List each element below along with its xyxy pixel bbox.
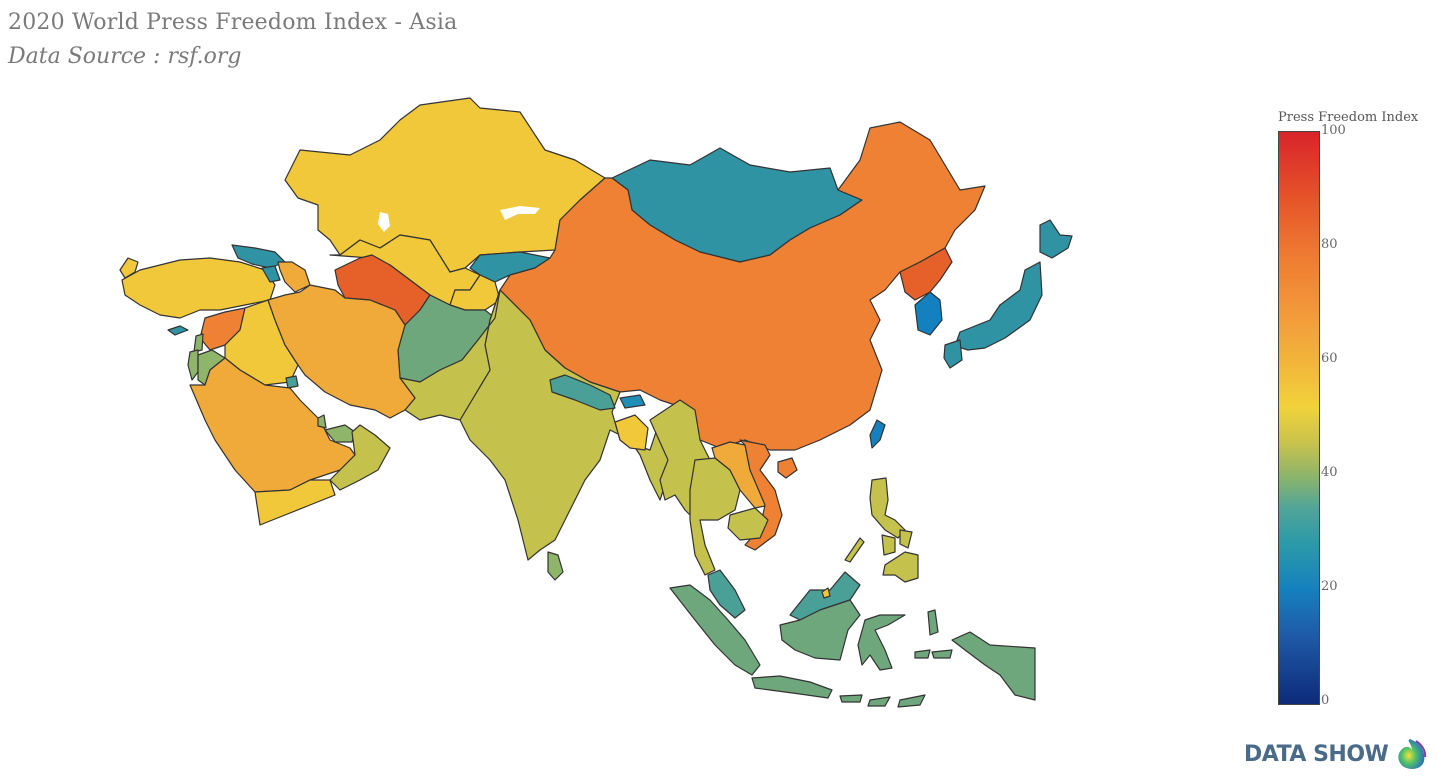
country-philippines-mindanao[interactable] bbox=[882, 551, 919, 583]
country-vietnam[interactable] bbox=[739, 439, 783, 551]
chart-subtitle: Data Source : rsf.org bbox=[8, 44, 242, 69]
country-sri-lanka[interactable] bbox=[547, 551, 564, 581]
legend-tick-20: 20 bbox=[1321, 579, 1338, 594]
country-indonesia-papua[interactable] bbox=[951, 631, 1036, 701]
country-nepal[interactable] bbox=[549, 374, 616, 411]
country-armenia[interactable] bbox=[261, 265, 281, 283]
country-malaysia-peninsula[interactable] bbox=[707, 569, 746, 619]
colorbar bbox=[1278, 131, 1320, 705]
country-brunei[interactable] bbox=[821, 587, 831, 599]
country-japan-kyushu[interactable] bbox=[943, 339, 963, 369]
country-israel[interactable] bbox=[187, 349, 199, 381]
country-lebanon[interactable] bbox=[193, 333, 204, 353]
country-china-hainan[interactable] bbox=[777, 457, 798, 479]
globe-icon bbox=[1398, 739, 1427, 769]
country-bhutan[interactable] bbox=[619, 394, 646, 409]
country-turkey-thrace[interactable] bbox=[119, 257, 139, 279]
asia-map bbox=[119, 97, 1073, 708]
country-philippines-visayas[interactable] bbox=[881, 529, 913, 556]
country-qatar[interactable] bbox=[317, 414, 327, 429]
country-indonesia-kalimantan[interactable] bbox=[779, 599, 861, 661]
country-georgia[interactable] bbox=[231, 244, 286, 269]
data-show-logo[interactable]: DATA SHOW bbox=[1244, 738, 1428, 770]
lake-balkhash bbox=[500, 206, 540, 220]
country-north-korea[interactable] bbox=[899, 247, 953, 301]
country-japan-honshu[interactable] bbox=[954, 261, 1043, 351]
country-indonesia-java[interactable] bbox=[751, 675, 833, 699]
country-oman[interactable] bbox=[329, 424, 391, 491]
country-indonesia-sumatra[interactable] bbox=[669, 584, 761, 676]
legend-tick-60: 60 bbox=[1321, 351, 1338, 366]
logo-text: DATA SHOW bbox=[1244, 741, 1389, 767]
country-azerbaijan[interactable] bbox=[277, 261, 311, 293]
country-bangladesh[interactable] bbox=[614, 414, 649, 451]
legend-title: Press Freedom Index bbox=[1278, 110, 1419, 125]
country-indonesia-sulawesi[interactable] bbox=[857, 614, 906, 671]
country-philippines-palawan[interactable] bbox=[844, 537, 865, 563]
country-kuwait[interactable] bbox=[285, 375, 299, 389]
lake-aral bbox=[378, 212, 390, 232]
country-japan-hokkaido[interactable] bbox=[1039, 219, 1073, 259]
country-iran[interactable] bbox=[267, 284, 416, 419]
country-south-korea[interactable] bbox=[914, 291, 943, 336]
country-yemen[interactable] bbox=[254, 479, 336, 526]
country-saudi-arabia[interactable] bbox=[189, 357, 356, 493]
country-cyprus[interactable] bbox=[167, 325, 189, 336]
country-indonesia-sunda[interactable] bbox=[839, 694, 926, 708]
country-pakistan[interactable] bbox=[399, 289, 501, 421]
country-cambodia[interactable] bbox=[727, 507, 769, 541]
legend-tick-0: 0 bbox=[1321, 693, 1330, 708]
chart-title: 2020 World Press Freedom Index - Asia bbox=[8, 10, 458, 35]
legend-tick-100: 100 bbox=[1321, 123, 1346, 138]
country-taiwan[interactable] bbox=[869, 419, 886, 449]
legend-tick-80: 80 bbox=[1321, 237, 1338, 252]
country-philippines-luzon[interactable] bbox=[869, 477, 906, 539]
color-legend: Press Freedom Index 100 80 60 40 20 0 bbox=[1268, 108, 1428, 708]
legend-tick-40: 40 bbox=[1321, 465, 1338, 480]
country-indonesia-maluku[interactable] bbox=[914, 609, 953, 659]
